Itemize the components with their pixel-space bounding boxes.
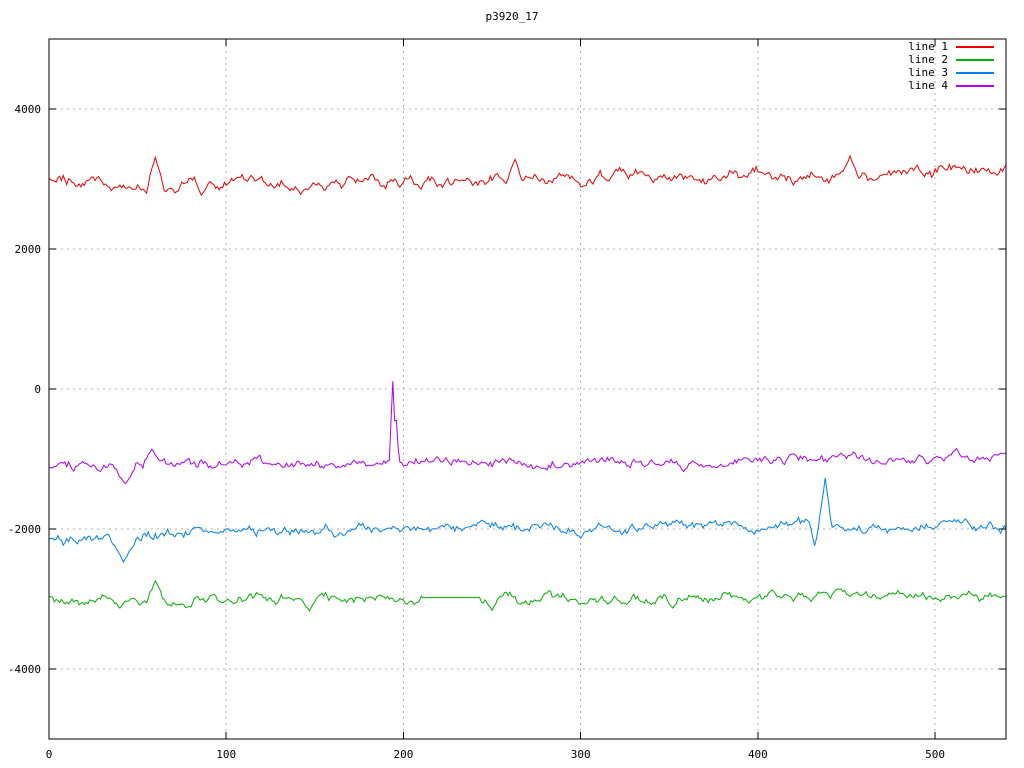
y-tick-label: -2000 — [8, 523, 41, 536]
y-tick-label: 2000 — [15, 243, 42, 256]
legend-line-sample-icon — [956, 58, 994, 61]
legend: line 1 line 2 line 3 line 4 — [908, 40, 994, 92]
series-line-3 — [48, 477, 1007, 563]
axes — [48, 38, 1007, 740]
x-tick-label: 100 — [216, 748, 236, 761]
y-tick-label: -4000 — [8, 663, 41, 676]
series-line-2 — [48, 579, 1007, 612]
legend-line-sample-icon — [956, 71, 994, 74]
tick-labels: -4000 -2000 0 2000 4000 0 100 200 300 400 500 — [8, 103, 945, 761]
legend-label-line-4: line 4 — [908, 79, 948, 92]
x-tick-label: 0 — [46, 748, 53, 761]
x-tick-label: 500 — [925, 748, 945, 761]
y-tick-label: 0 — [34, 383, 41, 396]
legend-entry-line-3: line 3 — [908, 66, 994, 79]
grid-lines — [49, 39, 1006, 739]
legend-label-line-1: line 1 — [908, 40, 948, 53]
x-tick-label: 400 — [748, 748, 768, 761]
series-lines — [48, 154, 1007, 612]
legend-line-sample-icon — [956, 84, 994, 87]
legend-line-sample-icon — [956, 45, 994, 48]
legend-label-line-2: line 2 — [908, 53, 948, 66]
legend-entry-line-1: line 1 — [908, 40, 994, 53]
x-tick-label: 300 — [571, 748, 591, 761]
legend-label-line-3: line 3 — [908, 66, 948, 79]
chart-title: p3920_17 — [485, 10, 539, 23]
y-tick-label: 4000 — [15, 103, 42, 116]
legend-entry-line-2: line 2 — [908, 53, 994, 66]
series-line-4 — [48, 381, 1007, 485]
series-line-1 — [48, 154, 1007, 197]
plot-border — [48, 38, 1007, 740]
legend-entry-line-4: line 4 — [908, 79, 994, 92]
x-tick-label: 200 — [394, 748, 414, 761]
